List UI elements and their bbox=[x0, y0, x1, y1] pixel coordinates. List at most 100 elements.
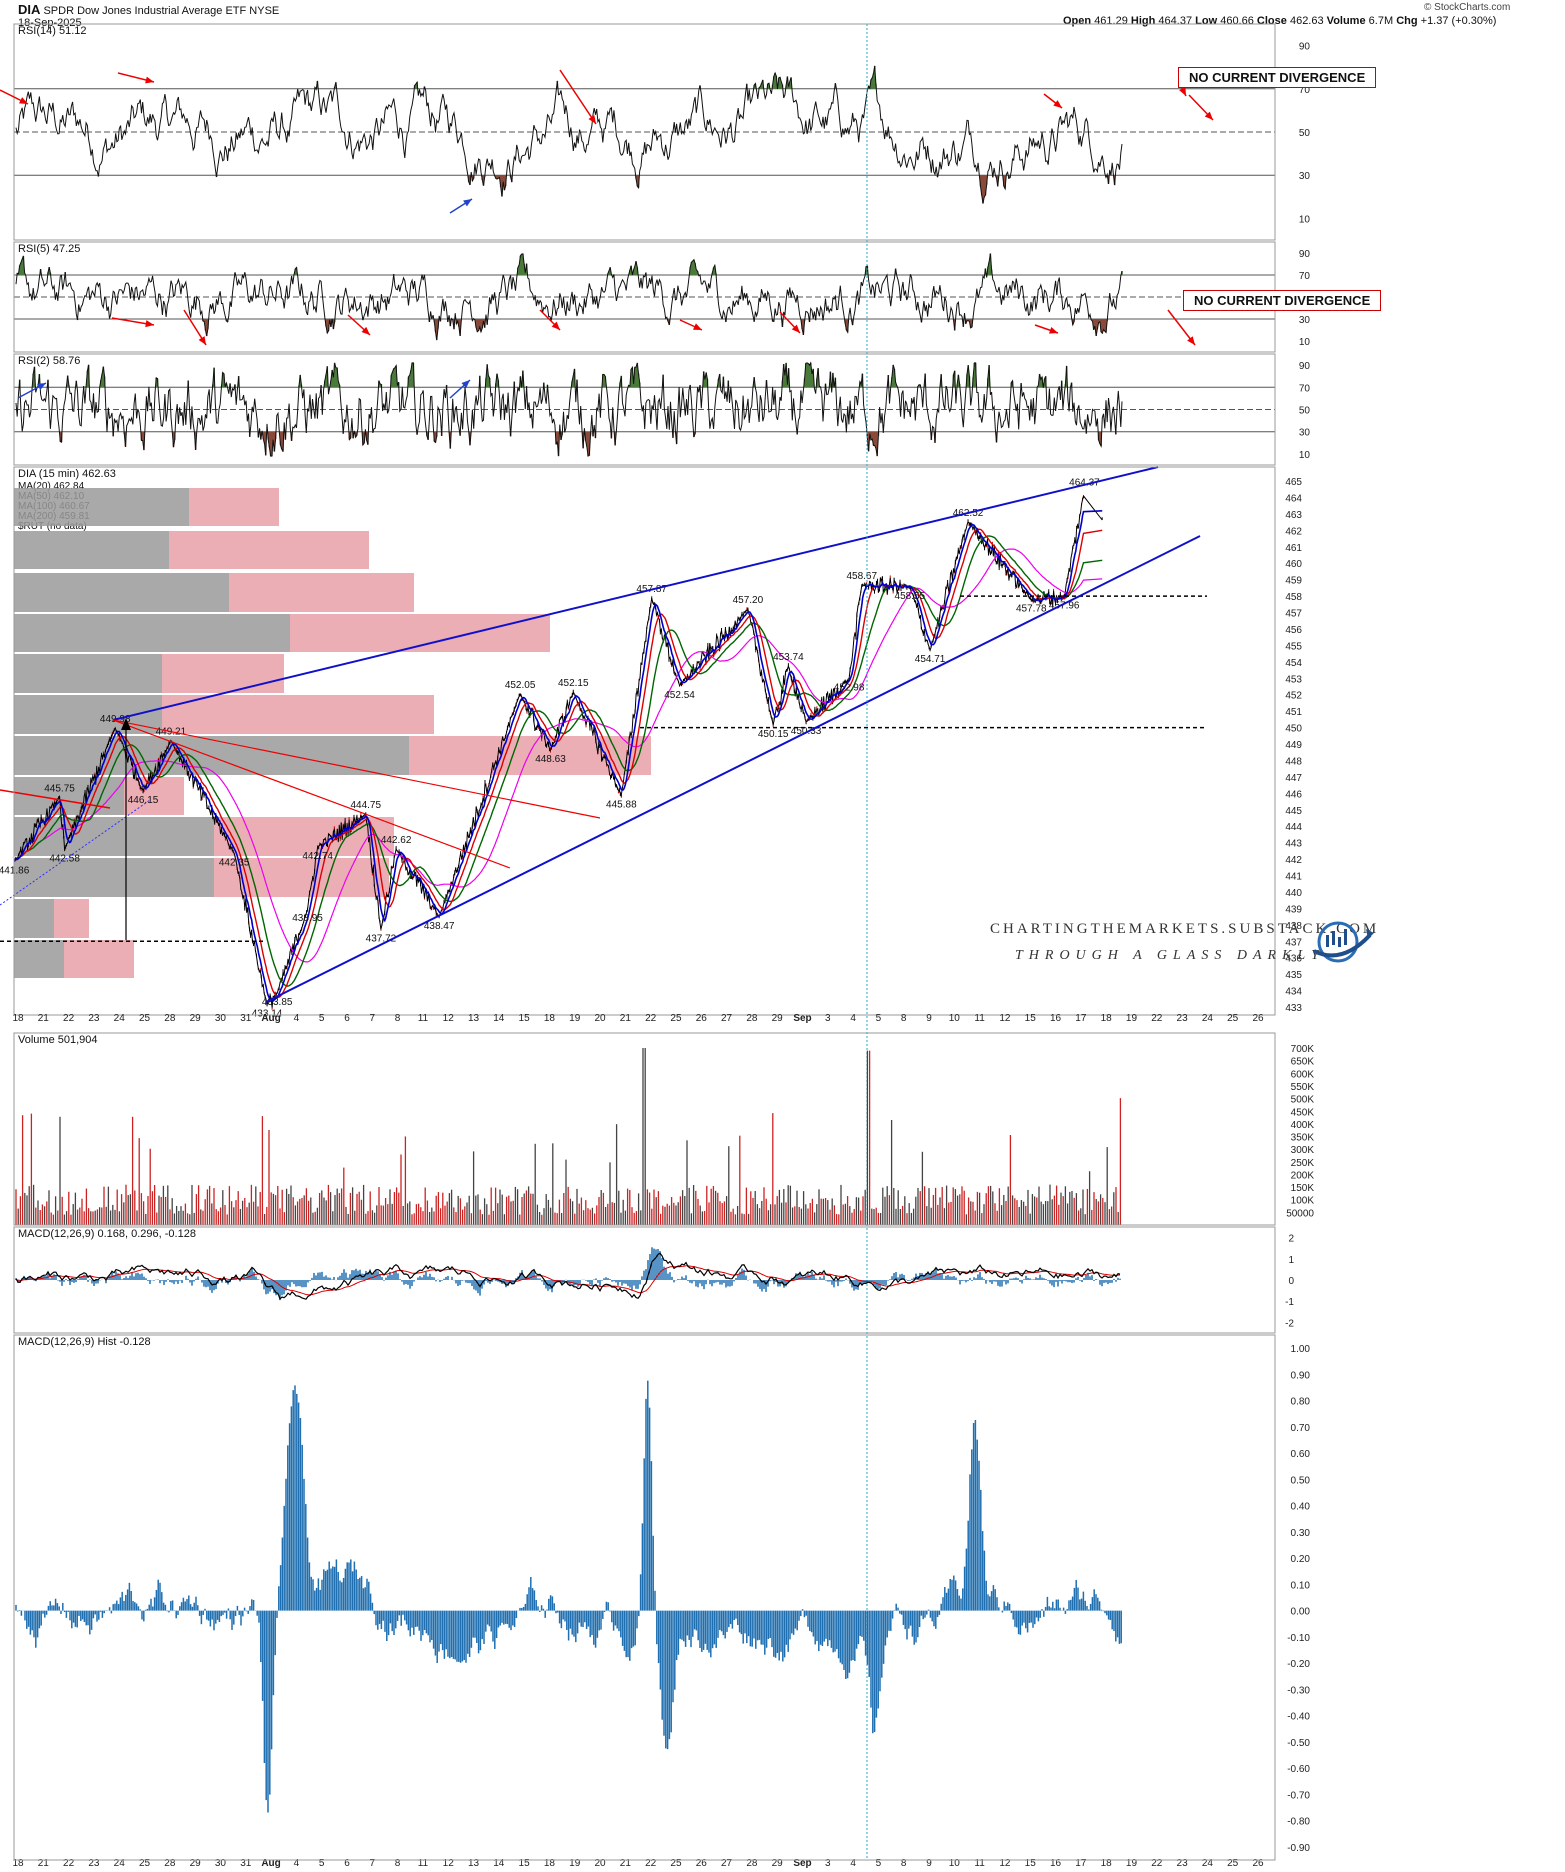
volume-by-price-down bbox=[14, 614, 290, 652]
wedge-lower-line bbox=[265, 535, 1201, 1003]
x-axis-label: Sep bbox=[793, 1013, 811, 1024]
hist-tick: 0.00 bbox=[1291, 1607, 1311, 1618]
x-axis-label: 13 bbox=[468, 1858, 480, 1869]
x-axis-label: 10 bbox=[949, 1858, 961, 1869]
x-axis-label: 14 bbox=[493, 1858, 505, 1869]
price-level-label: 457.96 bbox=[1049, 601, 1080, 612]
x-axis-label: 20 bbox=[594, 1858, 606, 1869]
x-axis-label: 25 bbox=[139, 1858, 151, 1869]
price-frame bbox=[13, 466, 1276, 1016]
volume-tick: 150K bbox=[1291, 1183, 1315, 1194]
hist-tick: -0.20 bbox=[1287, 1659, 1310, 1670]
x-axis-label: 7 bbox=[370, 1013, 376, 1024]
volume-tick: 250K bbox=[1291, 1158, 1315, 1169]
x-axis-label: 29 bbox=[190, 1013, 202, 1024]
price-tick-437: 437 bbox=[1285, 937, 1302, 948]
rsi5-divergence-arrow-head bbox=[551, 321, 560, 330]
rsi14-tick-70: 70 bbox=[1299, 85, 1311, 96]
price-tick-465: 465 bbox=[1285, 477, 1302, 488]
rsi2-frame bbox=[13, 353, 1276, 466]
hist-tick: 1.00 bbox=[1291, 1344, 1311, 1355]
rsi5-divergence-note: NO CURRENT DIVERGENCE bbox=[1183, 290, 1382, 311]
macd-hist-panel: 1.00 0.90 0.80 0.70 0.60 0.50 0.40 0.30 0.20 0.10… bbox=[15, 1336, 1311, 1854]
price-level-label: 457.20 bbox=[733, 595, 764, 606]
hist-tick: -0.50 bbox=[1287, 1738, 1310, 1749]
x-axis-label: 4 bbox=[294, 1013, 300, 1024]
volume-by-price-down bbox=[14, 654, 162, 693]
x-axis-label: 29 bbox=[772, 1013, 784, 1024]
x-axis-label: 3 bbox=[825, 1858, 831, 1869]
volume-tick: 100K bbox=[1291, 1196, 1315, 1207]
x-axis-label: 18 bbox=[12, 1013, 24, 1024]
x-axis-label: 4 bbox=[850, 1858, 856, 1869]
rsi5-title: RSI(5) 47.25 bbox=[18, 243, 80, 255]
volume-by-price-up bbox=[189, 488, 279, 526]
x-axis-label: 3 bbox=[825, 1013, 831, 1024]
rsi14-divergence-arrow-head bbox=[19, 97, 28, 104]
x-axis-label: 11 bbox=[418, 1858, 429, 1869]
x-axis-label: 15 bbox=[1025, 1013, 1037, 1024]
price-title: DIA (15 min) 462.63 bbox=[18, 468, 116, 480]
hist-tick: 0.20 bbox=[1291, 1554, 1311, 1565]
x-axis-label: 19 bbox=[569, 1858, 581, 1869]
hist-tick: -0.90 bbox=[1287, 1843, 1310, 1854]
volume-by-price-up bbox=[162, 654, 284, 693]
x-axis-label: 18 bbox=[544, 1013, 556, 1024]
macd-tick: 1 bbox=[1288, 1255, 1294, 1266]
x-axis-label: 23 bbox=[88, 1013, 100, 1024]
x-axis-label: 15 bbox=[519, 1858, 531, 1869]
macd-tick: -2 bbox=[1285, 1318, 1294, 1329]
rsi14-divergence-arrow-head bbox=[1053, 100, 1062, 108]
price-panel: 465 464 463 462 461 460 459 458 457 456 455 454 453 4… bbox=[0, 466, 1302, 1020]
macd-line bbox=[15, 1252, 1121, 1300]
price-level-label: 454.71 bbox=[915, 654, 946, 665]
x-axis-label: 16 bbox=[1050, 1013, 1062, 1024]
x-axis-label: 28 bbox=[164, 1858, 176, 1869]
macd-title: MACD(12,26,9) 0.168, 0.296, -0.128 bbox=[18, 1228, 196, 1240]
hist-tick: -0.60 bbox=[1287, 1764, 1310, 1775]
x-axis-label: 8 bbox=[395, 1858, 401, 1869]
price-tick-452: 452 bbox=[1285, 691, 1302, 702]
hist-tick: 0.30 bbox=[1291, 1528, 1311, 1539]
rsi2-line bbox=[15, 361, 1123, 457]
price-tick-440: 440 bbox=[1285, 888, 1302, 899]
price-level-label: 453.74 bbox=[773, 652, 804, 663]
x-axis-label: 9 bbox=[926, 1013, 932, 1024]
price-level-label: 442.58 bbox=[49, 854, 80, 865]
x-axis-label: 21 bbox=[620, 1858, 632, 1869]
rsi14-bullish-arrow-head bbox=[463, 199, 472, 207]
price-tick-450: 450 bbox=[1285, 724, 1302, 735]
x-axis-label: 25 bbox=[139, 1013, 151, 1024]
hist-tick: 0.80 bbox=[1291, 1397, 1311, 1408]
x-axis-label: 4 bbox=[850, 1013, 856, 1024]
rsi14-tick-90: 90 bbox=[1299, 42, 1311, 53]
price-level-label: 433.85 bbox=[262, 997, 293, 1008]
x-axis-label: 8 bbox=[901, 1013, 907, 1024]
rsi5-divergence-arrow-head bbox=[1049, 326, 1058, 334]
hist-tick: -0.40 bbox=[1287, 1712, 1310, 1723]
x-axis-label: 25 bbox=[1227, 1013, 1239, 1024]
macd-panel: 2 1 0 -1 -2 MACD(12,26,9) 0.168, 0.296, -0.12… bbox=[15, 1228, 1294, 1329]
price-tick-454: 454 bbox=[1285, 658, 1302, 669]
x-axis-label: 13 bbox=[468, 1013, 480, 1024]
volume-tick: 350K bbox=[1291, 1133, 1315, 1144]
x-axis-label: 31 bbox=[240, 1013, 252, 1024]
volume-tick: 50000 bbox=[1286, 1208, 1314, 1219]
macd-frame bbox=[13, 1226, 1276, 1334]
rsi2-tick-90: 90 bbox=[1299, 361, 1311, 372]
rsi2-panel: 90 70 50 30 10 RSI(2) 58.76 bbox=[14, 355, 1310, 461]
volume-by-price-down bbox=[14, 899, 54, 938]
rsi14-tick-10: 10 bbox=[1299, 214, 1311, 225]
volume-tick: 700K bbox=[1291, 1044, 1315, 1055]
rsi5-line bbox=[15, 253, 1123, 341]
x-axis-label: 12 bbox=[443, 1858, 455, 1869]
rsi14-panel: 90 70 50 30 10 RSI(14) 51.12 bbox=[14, 25, 1310, 225]
volume-by-price-up bbox=[64, 940, 134, 978]
x-axis-label: 26 bbox=[696, 1013, 708, 1024]
ma200-line bbox=[13, 548, 1103, 963]
volume-by-price-down bbox=[14, 488, 189, 526]
x-axis-label: Aug bbox=[261, 1858, 280, 1869]
price-tick-455: 455 bbox=[1285, 641, 1302, 652]
x-axis-label: 19 bbox=[569, 1013, 581, 1024]
rsi14-frame bbox=[13, 23, 1276, 241]
